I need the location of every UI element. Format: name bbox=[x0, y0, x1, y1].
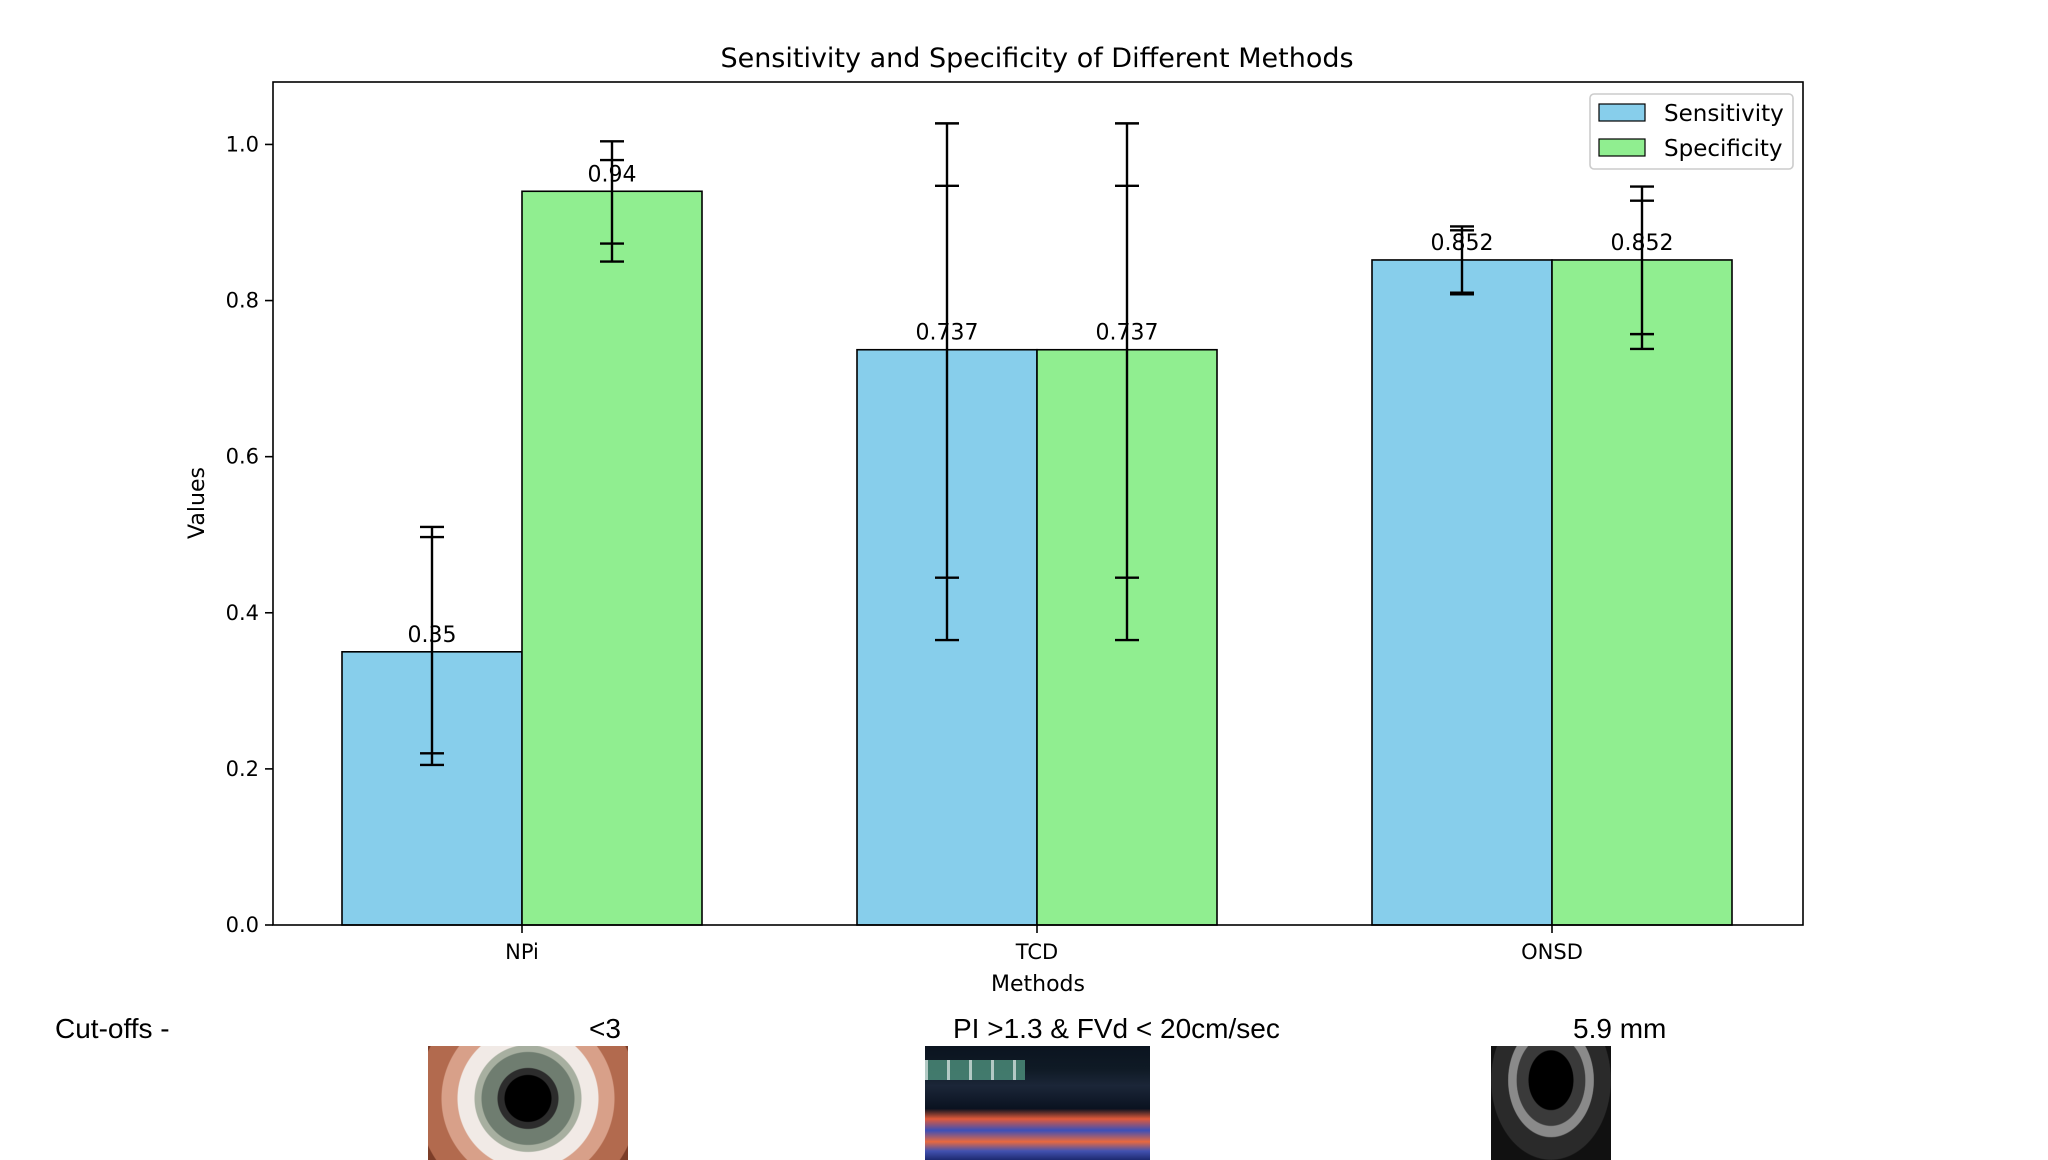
legend-label-specificity: Specificity bbox=[1664, 136, 1783, 162]
y-tick-label: 0.8 bbox=[226, 289, 259, 313]
data-label-specificity-onsd: 0.852 bbox=[1611, 231, 1674, 256]
eye-photo-image bbox=[428, 1046, 628, 1160]
cutoff-npi: <3 bbox=[589, 1013, 621, 1044]
y-tick-label: 0.6 bbox=[226, 445, 259, 469]
x-axis: NPi TCD ONSD bbox=[505, 925, 1583, 964]
data-label-sensitivity-tcd: 0.737 bbox=[916, 321, 979, 346]
error-bar-specificity-onsd bbox=[1630, 185, 1654, 351]
legend: Sensitivity Specificity bbox=[1589, 93, 1794, 170]
data-label-specificity-tcd: 0.737 bbox=[1096, 321, 1159, 346]
error-bar-sensitivity-tcd bbox=[935, 122, 959, 642]
x-tick-label-onsd: ONSD bbox=[1521, 940, 1583, 964]
y-tick-label: 0.0 bbox=[226, 913, 259, 937]
error-bar-sensitivity-npi bbox=[420, 525, 444, 767]
legend-label-sensitivity: Sensitivity bbox=[1664, 101, 1784, 127]
ultrasound-image bbox=[1491, 1046, 1611, 1160]
legend-swatch-sensitivity bbox=[1598, 103, 1646, 122]
doppler-waveform-image bbox=[925, 1046, 1150, 1160]
bar-specificity-npi bbox=[521, 190, 703, 926]
y-tick-label: 0.4 bbox=[226, 601, 259, 625]
bar-sensitivity-onsd bbox=[1371, 259, 1553, 926]
error-bar-sensitivity-onsd bbox=[1450, 225, 1474, 296]
legend-swatch-specificity bbox=[1598, 138, 1646, 157]
x-tick-label-tcd: TCD bbox=[1015, 940, 1058, 964]
cutoffs-label: Cut-offs - bbox=[55, 1013, 170, 1044]
data-label-specificity-npi: 0.94 bbox=[588, 162, 637, 187]
y-axis: 0.0 0.2 0.4 0.6 0.8 1.0 bbox=[226, 132, 273, 937]
error-bar-specificity-tcd bbox=[1115, 122, 1139, 642]
bars-layer bbox=[341, 190, 1733, 926]
data-labels-layer: 0.35 0.94 0.737 0.737 0.852 0.852 bbox=[408, 162, 1674, 648]
y-tick-label: 1.0 bbox=[226, 132, 259, 156]
error-bars-layer bbox=[420, 122, 1654, 767]
plot-frame bbox=[272, 81, 1804, 926]
y-tick-label: 0.2 bbox=[226, 757, 259, 781]
error-bar-specificity-npi bbox=[600, 140, 624, 263]
cutoff-tcd: PI >1.3 & FVd < 20cm/sec bbox=[953, 1013, 1280, 1044]
x-tick-label-npi: NPi bbox=[505, 940, 539, 964]
data-label-sensitivity-npi: 0.35 bbox=[408, 623, 457, 648]
bar-specificity-onsd bbox=[1551, 259, 1733, 926]
doppler-waveform-trace bbox=[925, 1060, 1025, 1080]
chart-title: Sensitivity and Specificity of Different… bbox=[720, 43, 1353, 74]
data-label-sensitivity-onsd: 0.852 bbox=[1431, 231, 1494, 256]
x-axis-label: Methods bbox=[991, 972, 1085, 997]
y-axis-label: Values bbox=[185, 467, 210, 539]
cutoff-onsd: 5.9 mm bbox=[1573, 1013, 1667, 1044]
